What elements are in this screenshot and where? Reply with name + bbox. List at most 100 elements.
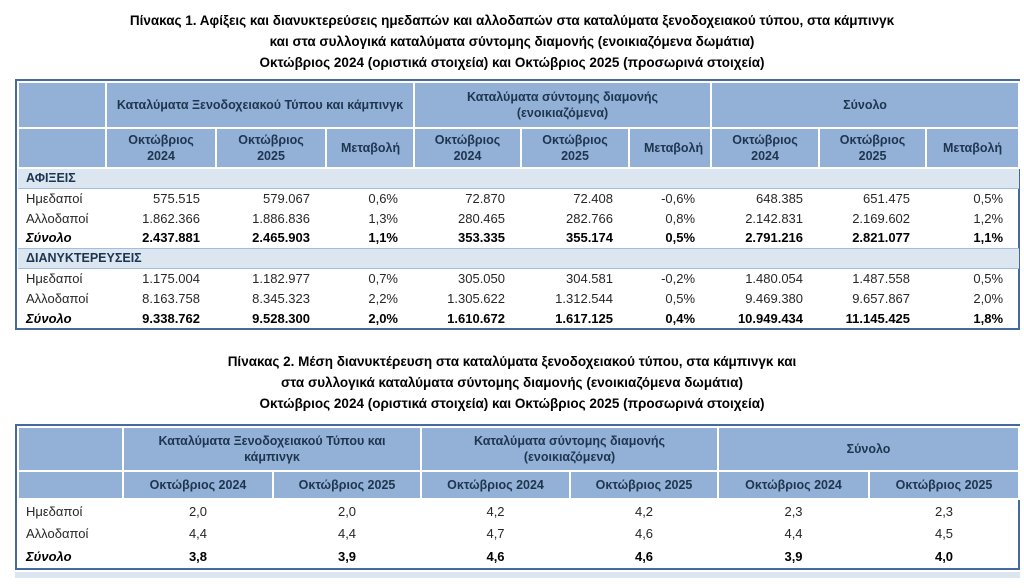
cell: 2.821.077 — [852, 230, 911, 246]
row-label: Αλλοδαποί — [26, 290, 89, 306]
section-row-overnights: ΔΙΑΝΥΚΤΕΡΕΥΣΕΙΣ — [18, 247, 1020, 269]
cell: 0,5% — [665, 230, 696, 246]
cell: 4,6 — [634, 549, 654, 564]
table-row: Ημεδαποί 1.175.004 1.182.977 0,7% 305.05… — [18, 268, 1019, 288]
cell: 1,1% — [368, 230, 398, 246]
cell: 1.182.977 — [252, 270, 310, 286]
cell: 2,3 — [784, 503, 803, 519]
cell: 3,9 — [337, 549, 357, 564]
cell: 4,2 — [634, 503, 654, 519]
cell: 575.515 — [153, 190, 200, 206]
table1-wrapper: Καταλύματα Ξενοδοχειακού Τύπου και κάμπι… — [15, 79, 1021, 330]
row-label: Σύνολο — [26, 310, 72, 326]
cell: 353.335 — [458, 230, 505, 246]
corner-cell — [17, 426, 124, 472]
cell: 2,0 — [337, 503, 357, 519]
cell: 1,1% — [973, 230, 1004, 246]
col-header: Οκτώβριος 2025 — [818, 127, 928, 169]
cell: 0,5% — [973, 270, 1004, 286]
group-header-hotel: Καταλύματα Ξενοδοχειακού Τύπου και κάμπι… — [105, 81, 415, 129]
cell: 1.610.672 — [447, 310, 505, 326]
row-label: Αλλοδαποί — [26, 526, 89, 541]
corner-cell — [17, 470, 124, 500]
section-label: ΑΦΙΞΕΙΣ — [18, 167, 1020, 189]
cell: -0,6% — [661, 190, 696, 206]
cell: 2.791.216 — [745, 230, 804, 246]
cell: 2,0 — [188, 503, 208, 519]
group-header-total: Σύνολο — [710, 81, 1021, 129]
cell: 1.487.558 — [852, 270, 911, 286]
cell: 304.581 — [566, 270, 613, 286]
cell: 0,4% — [665, 310, 696, 326]
cell: 2.142.831 — [745, 210, 804, 226]
cell: 305.050 — [458, 270, 505, 286]
corner-cell — [17, 127, 107, 169]
col-header: Οκτώβριος 2025 — [569, 470, 720, 500]
total-row: Σύνολο 2.437.881 2.465.903 1,1% 353.335 … — [18, 228, 1019, 248]
cell: 9.657.867 — [852, 290, 911, 306]
cell: 0,7% — [368, 270, 398, 286]
cell: 9.469.380 — [745, 290, 804, 306]
col-header: Οκτώβριος 2024 — [122, 470, 274, 500]
cell: 9.338.762 — [142, 310, 200, 326]
cell: 4,0 — [934, 549, 954, 564]
group-header-shortstay: Καταλύματα σύντομης διαμονής (ενοικιαζόμ… — [412, 81, 713, 129]
cell: 0,6% — [368, 190, 398, 206]
table1: Καταλύματα Ξενοδοχειακού Τύπου και κάμπι… — [17, 81, 1021, 328]
table1-sub-header-row: Οκτώβριος 2024 Οκτώβριος 2025 Μεταβολή Ο… — [17, 127, 1021, 169]
cell: 355.174 — [566, 230, 613, 246]
cell: 4,6 — [634, 526, 654, 541]
cell: 0,5% — [973, 190, 1004, 206]
col-header: Οκτώβριος 2024 — [413, 127, 522, 169]
section-row-arrivals: ΑΦΙΞΕΙΣ — [18, 167, 1020, 189]
table2-title-line: Οκτώβριος 2024 (οριστικά στοιχεία) και Ο… — [259, 396, 765, 411]
cell: 2,2% — [368, 290, 398, 306]
cell: 9.528.300 — [252, 310, 310, 326]
cell: 648.385 — [756, 190, 804, 206]
group-header-total: Σύνολο — [717, 426, 1021, 472]
section-label: ΔΙΑΝΥΚΤΕΡΕΥΣΕΙΣ — [18, 247, 1020, 269]
table1-title-line: Οκτώβριος 2024 (οριστικά στοιχεία) και Ο… — [259, 55, 765, 70]
row-label: Αλλοδαποί — [26, 210, 89, 226]
row-label: Σύνολο — [26, 230, 72, 246]
cell: 72.870 — [465, 190, 505, 206]
cell: 4,4 — [188, 526, 208, 541]
table2: Καταλύματα Ξενοδοχειακού Τύπου και κάμπι… — [17, 426, 1021, 568]
table2-title: Πίνακας 2. Μέση διανυκτέρευση στα καταλύ… — [120, 351, 904, 414]
col-header: Οκτώβριος 2024 — [710, 127, 821, 169]
cell: 1.886.836 — [252, 210, 310, 226]
table-row: Αλλοδαποί 4,4 4,4 4,7 4,6 4,4 4,5 — [18, 522, 1019, 545]
cell: 1.305.622 — [447, 290, 505, 306]
cell: 8.345.323 — [252, 290, 310, 306]
cell: 4,5 — [934, 526, 954, 541]
cell: 1.617.125 — [555, 310, 613, 326]
cell: 2.169.602 — [852, 210, 911, 226]
cell: 4,2 — [486, 503, 505, 519]
cutoff-section-band — [15, 572, 1020, 578]
col-header: Οκτώβριος 2024 — [717, 470, 871, 500]
group-header-shortstay: Καταλύματα σύντομης διαμονής (ενοικιαζόμ… — [420, 426, 720, 472]
col-header: Μεταβολή — [627, 127, 713, 169]
cell: 0,8% — [665, 210, 696, 226]
corner-cell — [17, 81, 107, 129]
group-header-hotel: Καταλύματα Ξενοδοχειακού Τύπου και κάμπι… — [121, 426, 423, 472]
table1-group-header-row: Καταλύματα Ξενοδοχειακού Τύπου και κάμπι… — [17, 81, 1021, 129]
col-header: Οκτώβριος 2025 — [868, 470, 1021, 500]
cell: 4,4 — [784, 526, 803, 541]
table-row: Ημεδαποί 575.515 579.067 0,6% 72.870 72.… — [18, 188, 1019, 208]
table1-title: Πίνακας 1. Αφίξεις και διανυκτερεύσεις η… — [40, 10, 984, 73]
total-row: Σύνολο 3,8 3,9 4,6 4,6 3,9 4,0 — [18, 545, 1019, 568]
table-row: Ημεδαποί 2,0 2,0 4,2 4,2 2,3 2,3 — [18, 499, 1019, 522]
table-row: Αλλοδαποί 1.862.366 1.886.836 1,3% 280.4… — [18, 208, 1019, 228]
cell: 1,8% — [973, 310, 1004, 326]
row-label: Σύνολο — [26, 549, 72, 564]
cell: 8.163.758 — [142, 290, 200, 306]
col-header: Οκτώβριος 2024 — [420, 470, 572, 500]
total-row: Σύνολο 9.338.762 9.528.300 2,0% 1.610.67… — [18, 308, 1019, 328]
cell: 3,9 — [784, 549, 803, 564]
table2-sub-header-row: Οκτώβριος 2024 Οκτώβριος 2025 Οκτώβριος … — [17, 470, 1021, 500]
cell: 1,2% — [973, 210, 1004, 226]
cell: 1.480.054 — [745, 270, 804, 286]
cell: 1.862.366 — [142, 210, 200, 226]
table2-title-line: Πίνακας 2. Μέση διανυκτέρευση στα καταλύ… — [227, 354, 797, 369]
